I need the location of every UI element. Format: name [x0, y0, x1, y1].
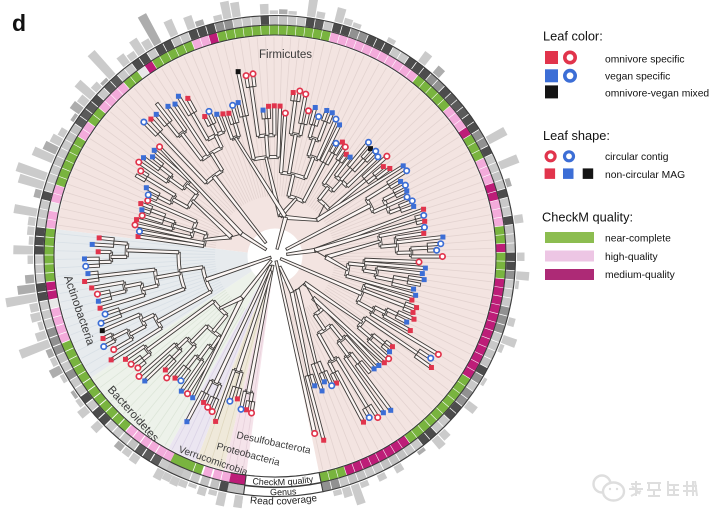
- svg-text:medium-quality: medium-quality: [605, 270, 676, 281]
- svg-text:CheckM quality:: CheckM quality:: [542, 210, 633, 225]
- svg-text:near-complete: near-complete: [605, 234, 671, 245]
- svg-text:non-circular MAG: non-circular MAG: [605, 170, 685, 181]
- svg-text:Read coverage: Read coverage: [249, 493, 318, 508]
- svg-text:Leaf shape:: Leaf shape:: [543, 128, 610, 143]
- svg-text:Leaf color:: Leaf color:: [543, 29, 603, 44]
- svg-text:CheckM quality: CheckM quality: [252, 474, 314, 487]
- svg-text:vegan specific: vegan specific: [605, 72, 670, 83]
- svg-text:circular contig: circular contig: [605, 152, 669, 163]
- svg-text:Firmicutes: Firmicutes: [259, 49, 312, 61]
- svg-text:d: d: [12, 10, 26, 36]
- svg-text:omnivore specific: omnivore specific: [605, 55, 685, 66]
- svg-text:high-quality: high-quality: [605, 252, 659, 263]
- svg-text:omnivore-vegan mixed: omnivore-vegan mixed: [605, 89, 709, 100]
- svg-text:Genus: Genus: [270, 486, 297, 497]
